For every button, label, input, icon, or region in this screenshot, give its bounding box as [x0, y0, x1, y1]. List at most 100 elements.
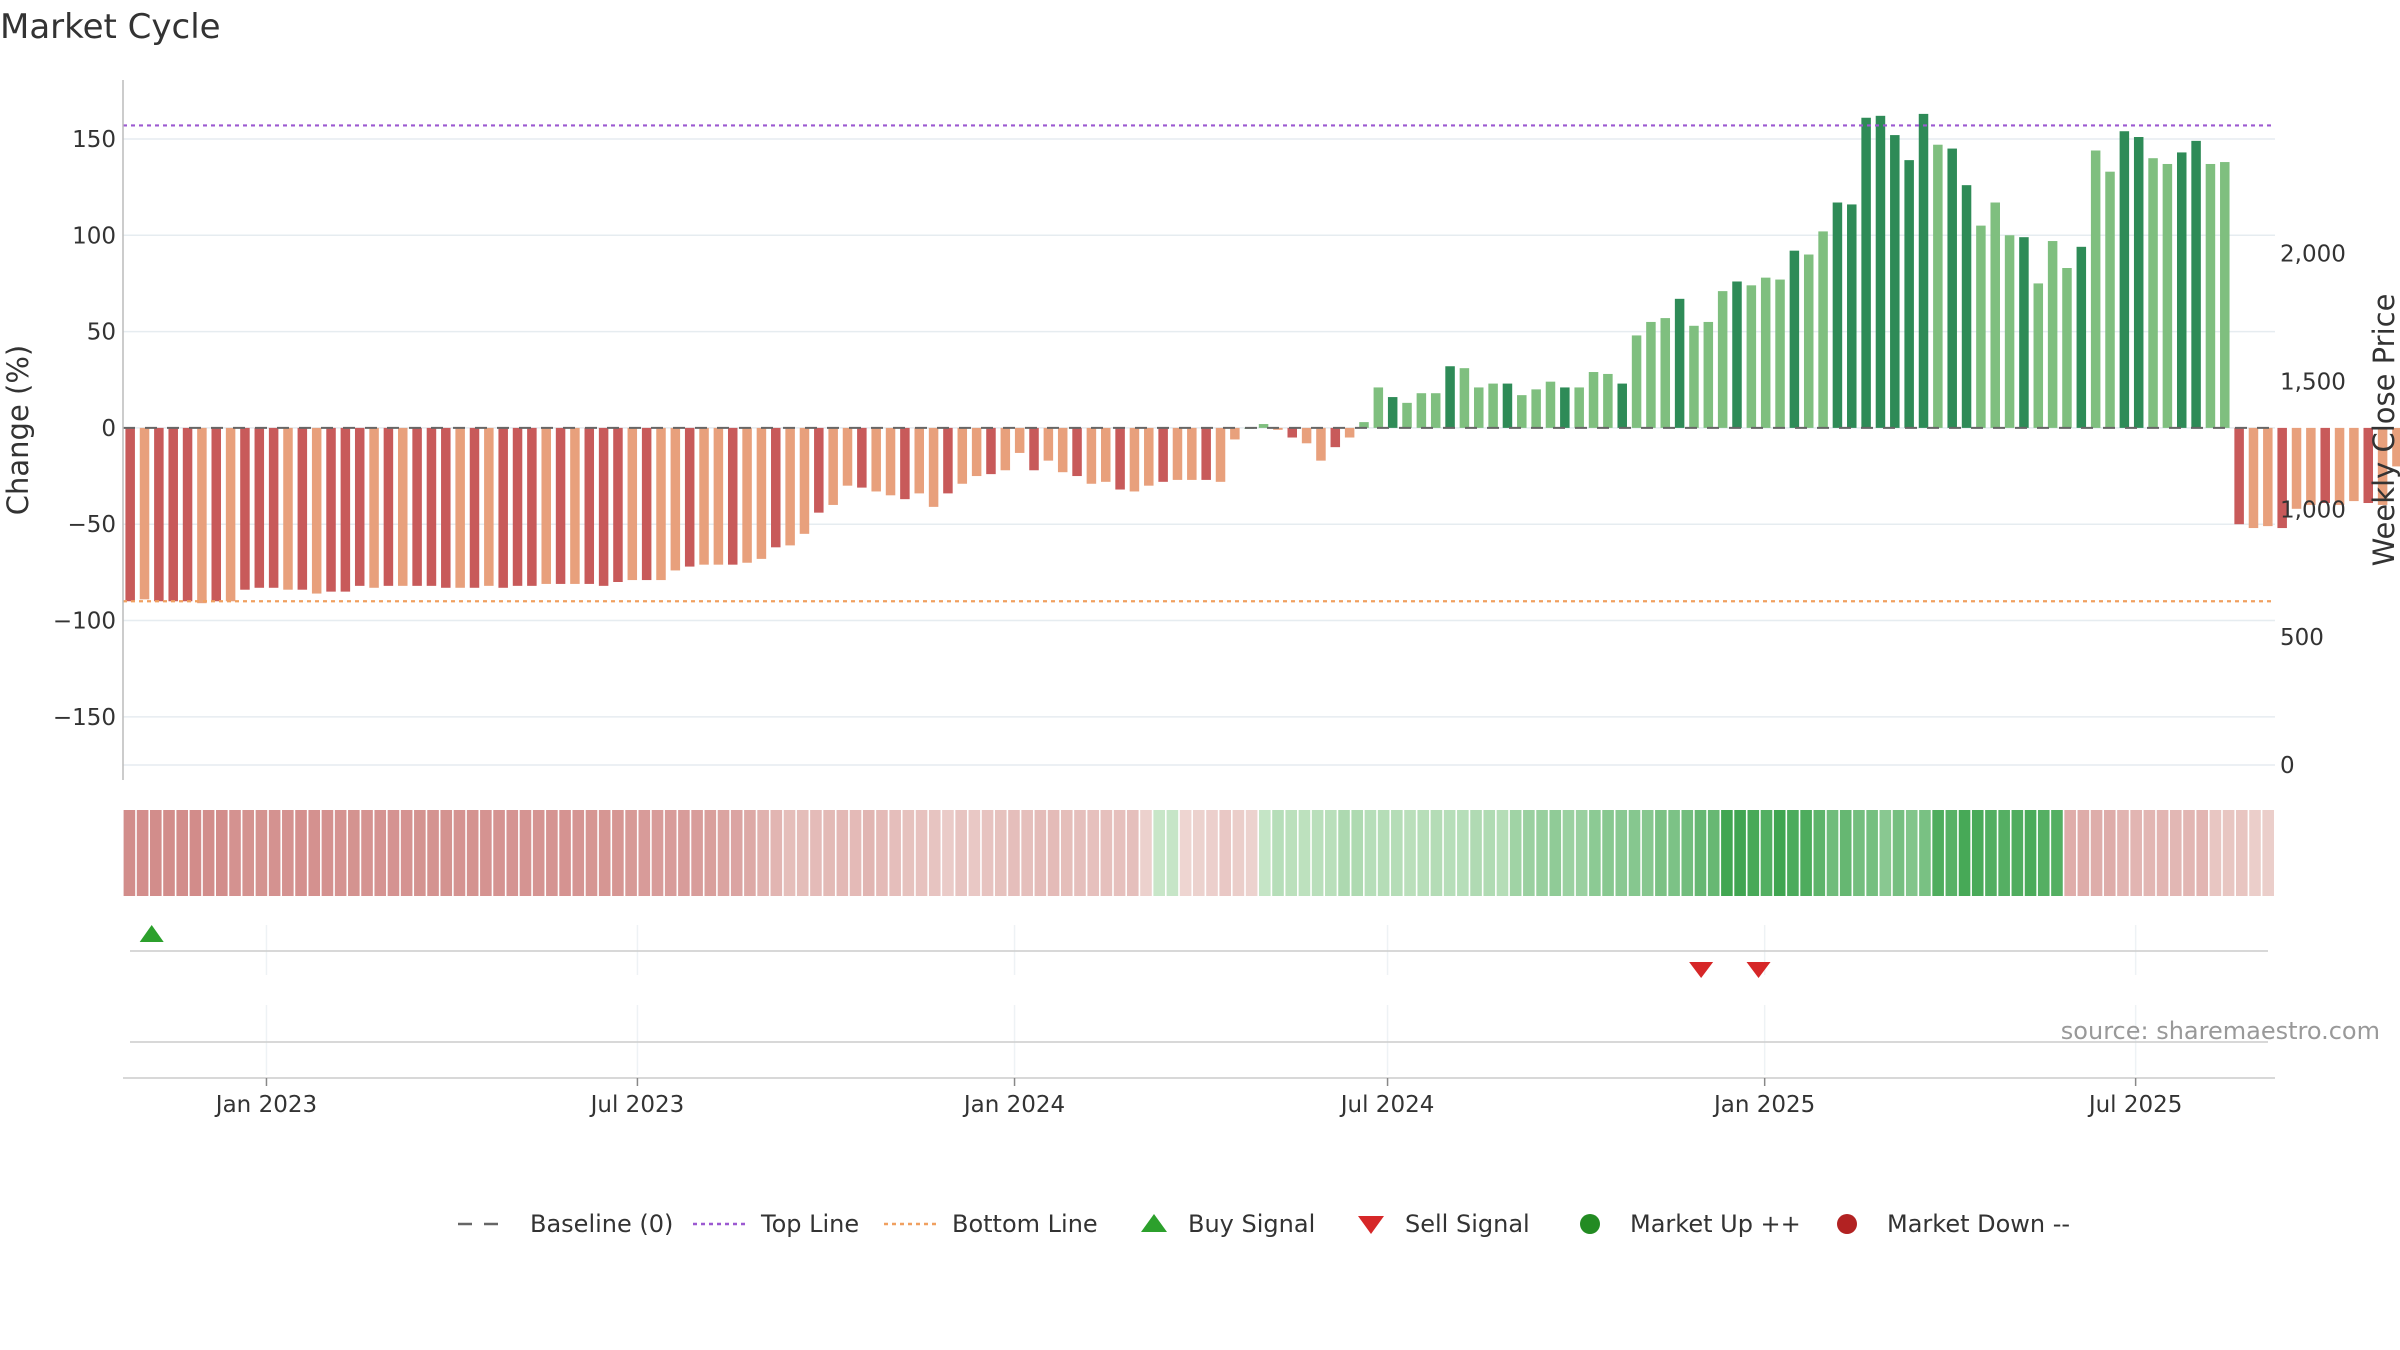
bar	[641, 427, 652, 581]
regime-cell	[994, 810, 1007, 896]
bar	[1832, 202, 1843, 428]
regime-cell	[1272, 810, 1284, 896]
regime-cell	[1615, 810, 1628, 896]
regime-cell	[480, 810, 492, 896]
bar	[1359, 422, 1369, 428]
bar	[828, 427, 838, 505]
bar	[1961, 185, 1972, 428]
regime-cell	[1311, 810, 1324, 896]
regime-cell	[1853, 810, 1865, 896]
chart-title: Market Cycle	[0, 7, 221, 47]
regime-cell	[559, 810, 571, 896]
regime-cell	[440, 810, 453, 896]
regime-cell	[2130, 810, 2142, 896]
regime-cell	[2090, 810, 2103, 896]
regime-cell	[2103, 810, 2116, 896]
bar	[1574, 387, 1584, 428]
regime-cell	[796, 810, 809, 896]
bar	[1043, 427, 1054, 461]
bar	[1502, 383, 1513, 428]
regime-cell	[1839, 810, 1852, 896]
bar	[2234, 427, 2244, 525]
regime-cell	[546, 810, 558, 896]
regime-cell	[572, 810, 585, 896]
regime-cell	[1087, 810, 1099, 896]
regime-cell	[1971, 810, 1984, 896]
legend-label: Sell Signal	[1405, 1210, 1530, 1238]
regime-cell	[1047, 810, 1060, 896]
regime-cell	[1060, 810, 1073, 896]
bar	[928, 427, 939, 507]
regime-cell	[1734, 810, 1746, 896]
bar	[2263, 427, 2273, 527]
bar	[1215, 427, 1226, 482]
regime-cell	[1364, 810, 1377, 896]
legend-label: Baseline (0)	[530, 1210, 673, 1238]
bar	[527, 427, 537, 586]
bar	[2133, 137, 2144, 428]
bar	[1115, 427, 1125, 490]
x-tick-label: Jan 2023	[214, 1092, 317, 1118]
bar	[225, 427, 236, 602]
bar	[1904, 160, 1914, 428]
bar	[713, 427, 724, 565]
regime-cell	[2222, 810, 2235, 896]
bar	[1129, 427, 1140, 492]
bar	[1560, 387, 1570, 428]
bar	[2220, 162, 2230, 428]
regime-cell	[1351, 810, 1364, 896]
bar	[383, 427, 394, 586]
bar	[211, 427, 222, 602]
bar	[125, 427, 135, 602]
bar	[182, 427, 193, 602]
regime-cell	[202, 810, 215, 896]
regime-cell	[1457, 810, 1469, 896]
bar	[613, 427, 623, 582]
bar	[254, 427, 265, 588]
legend-item: Buy Signal	[1141, 1210, 1315, 1238]
bar	[627, 427, 638, 581]
regime-cell	[1826, 810, 1839, 896]
bar	[2349, 427, 2359, 502]
regime-cell	[1628, 810, 1641, 896]
legend-item: Baseline (0)	[458, 1210, 673, 1238]
bar	[2320, 427, 2330, 504]
regime-cell	[1074, 810, 1086, 896]
legend-label: Top Line	[760, 1210, 859, 1238]
regime-strip	[123, 810, 2274, 896]
bar	[2306, 427, 2316, 505]
bar	[2076, 246, 2087, 428]
bar	[139, 427, 150, 600]
bar	[1301, 427, 1312, 444]
regime-cell	[400, 810, 413, 896]
bar	[1760, 277, 1771, 428]
regime-cell	[981, 810, 994, 896]
regime-cell	[361, 810, 373, 896]
regime-cell	[1153, 810, 1165, 896]
bar	[484, 427, 494, 586]
regime-cell	[876, 810, 888, 896]
bar	[986, 427, 996, 475]
regime-cell	[1140, 810, 1152, 896]
regime-cell	[2077, 810, 2090, 896]
y-tick-label-right: 1,500	[2280, 370, 2346, 396]
bar	[1072, 427, 1082, 477]
legend-label: Market Up ++	[1630, 1210, 1801, 1238]
source-note: source: sharemaestro.com	[2061, 1017, 2380, 1045]
bar	[1531, 389, 1541, 428]
bar	[1646, 321, 1656, 428]
bar	[1474, 387, 1484, 428]
regime-cell	[955, 810, 967, 896]
regime-cell	[229, 810, 241, 896]
regime-cell	[1932, 810, 1944, 896]
bar	[1488, 383, 1498, 428]
bar	[512, 427, 523, 586]
regime-cell	[1523, 810, 1535, 896]
bar	[268, 427, 279, 588]
regime-cell	[150, 810, 162, 896]
y-axis-label-right: Weekly Close Price	[2367, 294, 2400, 567]
regime-cell	[862, 810, 875, 896]
bar	[1775, 279, 1785, 428]
